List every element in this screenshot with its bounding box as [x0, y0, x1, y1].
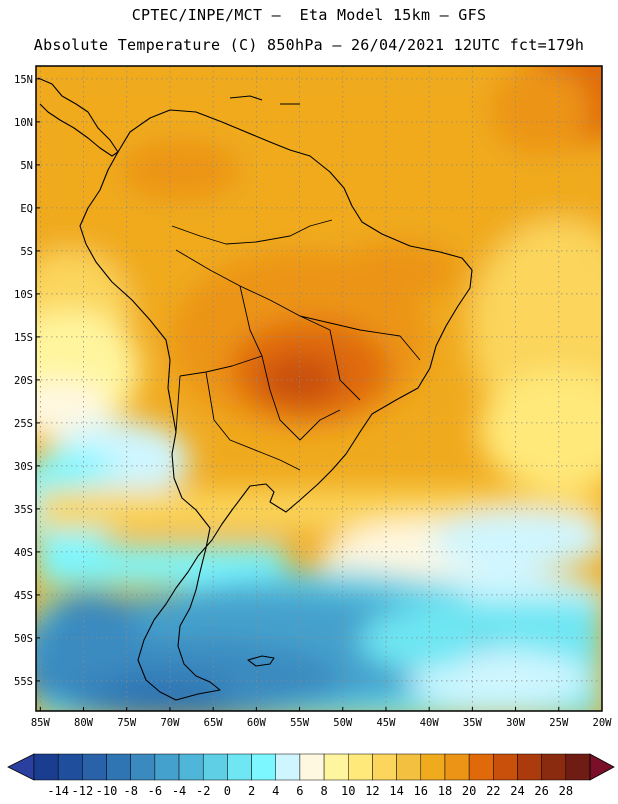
lon-label: 70W	[160, 717, 180, 729]
colorbar-swatch	[299, 753, 325, 781]
colorbar-label: 16	[414, 784, 428, 798]
colorbar-high-arrow	[589, 753, 615, 781]
colorbar-label: 4	[272, 784, 279, 798]
colorbar-label: -2	[196, 784, 210, 798]
colorbar-low-arrow	[7, 753, 35, 781]
caribbean-islands	[229, 95, 300, 105]
colorbar-label: 24	[510, 784, 524, 798]
lon-label: 60W	[247, 717, 267, 729]
colorbar-label: -8	[123, 784, 137, 798]
colorbar-label: 6	[296, 784, 303, 798]
colorbar-swatch	[493, 753, 518, 781]
falklands-coast	[247, 655, 275, 667]
colorbar-label: 14	[389, 784, 403, 798]
lon-label: 65W	[204, 717, 224, 729]
colorbar-swatch	[517, 753, 542, 781]
colorbar-swatch	[541, 753, 567, 781]
colorbar-label: -4	[172, 784, 186, 798]
colorbar-swatch	[251, 753, 276, 781]
lat-label: 15N	[14, 74, 33, 86]
colorbar-swatch	[33, 753, 59, 781]
lon-label: 80W	[74, 717, 94, 729]
colorbar-label: -6	[148, 784, 162, 798]
colorbar-swatch	[372, 753, 397, 781]
map-subtitle: Absolute Temperature (C) 850hPa – 26/04/…	[33, 36, 585, 54]
lat-label: 35S	[14, 504, 33, 516]
lat-label: 30S	[14, 461, 33, 473]
colorbar-swatch	[130, 753, 156, 781]
map-title: CPTEC/INPE/MCT – Eta Model 15km – GFS	[131, 6, 487, 24]
longitude-labels: 85W 80W 75W 70W 65W 60W 55W 50W 45W 40W 35W 30W 25W 2…	[31, 707, 612, 729]
colorbar-label: 2	[248, 784, 255, 798]
colorbar-swatch	[178, 753, 204, 781]
colorbar-label: 28	[559, 784, 573, 798]
lon-label: 85W	[31, 717, 51, 729]
colorbar-swatch	[227, 753, 252, 781]
lon-label: 45W	[376, 717, 396, 729]
colorbar-swatch	[106, 753, 131, 781]
coastlines	[37, 77, 473, 701]
colorbar-swatch	[468, 753, 494, 781]
lon-label: 35W	[463, 717, 483, 729]
lon-label: 30W	[506, 717, 526, 729]
colorbar-label: 8	[320, 784, 327, 798]
lat-label: 5S	[20, 246, 33, 258]
lat-label: 25S	[14, 418, 33, 430]
colorbar-swatch	[154, 753, 180, 781]
colorbar-label: 0	[224, 784, 231, 798]
colorbar-swatch	[275, 753, 301, 781]
lat-label: 10N	[14, 117, 33, 129]
colorbar-label: 10	[341, 784, 355, 798]
colorbar-swatch	[82, 753, 107, 781]
colorbar-swatch	[444, 753, 470, 781]
lat-label: 10S	[14, 289, 33, 301]
lat-label: 55S	[14, 676, 33, 688]
lat-label: 45S	[14, 590, 33, 602]
latitude-labels: 15N 10N 5N EQ 5S 10S 15S 20S 25S 30S 35S 40S 45S 50S 5…	[14, 74, 40, 688]
south-america-coast	[79, 109, 473, 701]
map-frame	[35, 65, 603, 712]
colorbar-swatch	[202, 753, 228, 781]
lon-label: 75W	[117, 717, 137, 729]
colorbar-swatch	[396, 753, 422, 781]
colorbar-swatch	[323, 753, 349, 781]
colorbar-label: -14	[47, 784, 69, 798]
colorbar-label: 18	[438, 784, 452, 798]
colorbar: -14 -12 -10 -8 -6 -4 -2 0 2 4 6 8 10 12 14 16 18 20 22 24 26…	[7, 753, 615, 798]
lat-label: 40S	[14, 547, 33, 559]
colorbar-label: 12	[365, 784, 379, 798]
lat-label: 20S	[14, 375, 33, 387]
lon-label: 25W	[549, 717, 569, 729]
lat-label: 5N	[20, 160, 33, 172]
colorbar-label: 20	[462, 784, 476, 798]
colorbar-swatch	[565, 753, 591, 781]
colorbar-swatch	[57, 753, 83, 781]
lon-label: 40W	[420, 717, 440, 729]
colorbar-label: -12	[72, 784, 94, 798]
lon-label: 55W	[290, 717, 310, 729]
colorbar-label: 22	[486, 784, 500, 798]
lon-label: 20W	[593, 717, 613, 729]
colorbar-label: 26	[534, 784, 548, 798]
colorbar-swatch	[420, 753, 446, 781]
lat-label: 50S	[14, 633, 33, 645]
lon-label: 50W	[333, 717, 353, 729]
colorbar-label: -10	[96, 784, 118, 798]
country-borders	[171, 219, 421, 471]
lat-label: 15S	[14, 332, 33, 344]
temperature-field	[36, 66, 602, 711]
colorbar-swatch	[348, 753, 373, 781]
lat-label: EQ	[20, 203, 33, 215]
